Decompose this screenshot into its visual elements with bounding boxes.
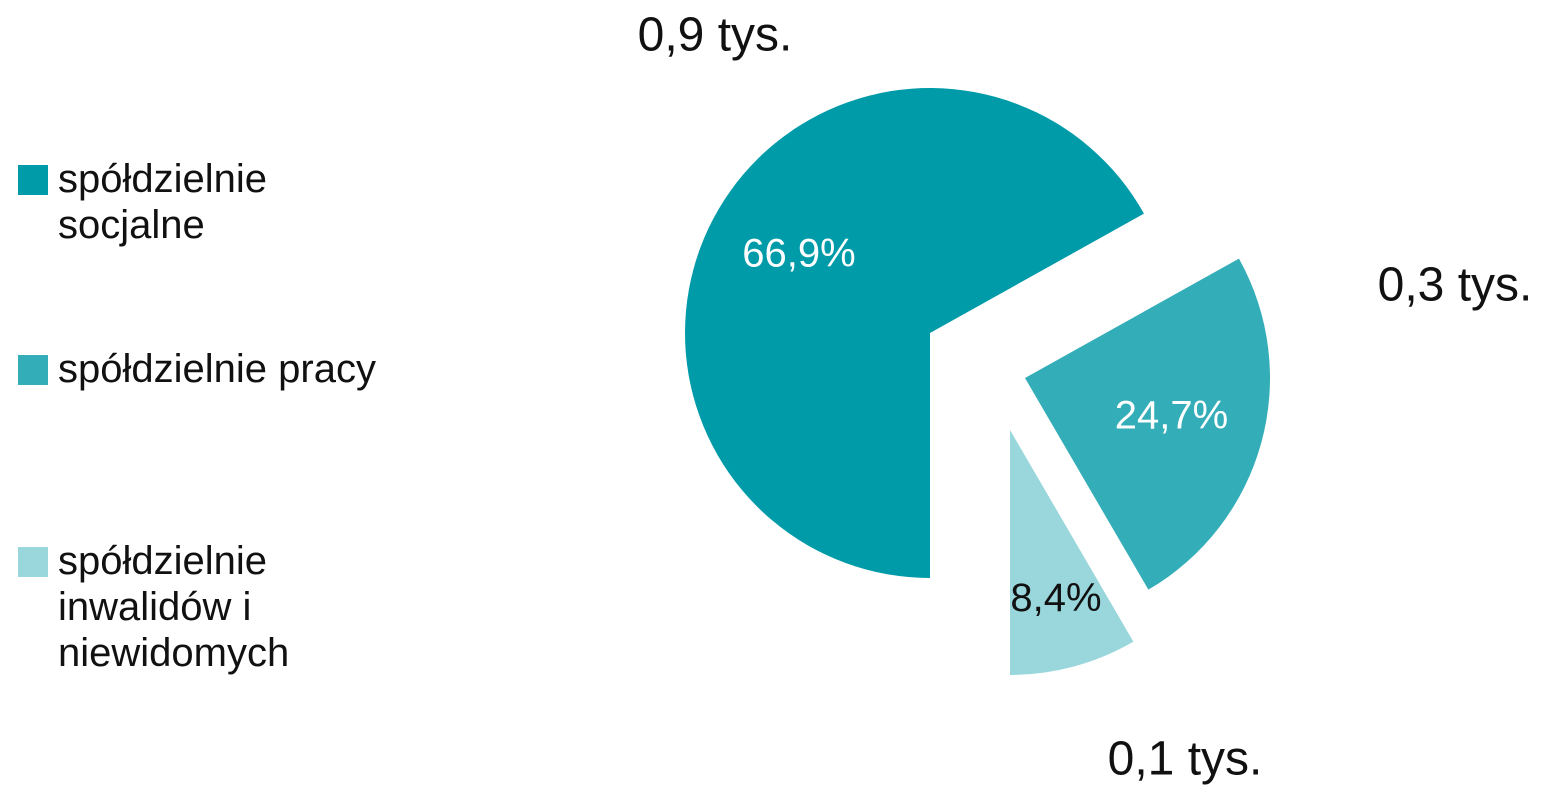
pie-slice <box>685 87 1144 578</box>
legend-item: spółdzielnie inwalidów i niewidomych <box>18 538 388 676</box>
slice-label: 24,7% <box>1115 394 1228 438</box>
slice-label: 66,9% <box>742 232 855 276</box>
legend-swatch <box>18 547 48 577</box>
pie-slice <box>1025 258 1270 590</box>
legend-item: spółdzielnie pracy <box>18 346 388 392</box>
legend-label: spółdzielnie socjalne <box>58 157 268 247</box>
legend-item: spółdzielnie socjalne <box>18 156 388 248</box>
pie-slice <box>1010 430 1134 675</box>
slice-label: 8,4% <box>1010 576 1101 620</box>
legend-swatch <box>18 355 48 385</box>
legend-label: spółdzielnie inwalidów i niewidomych <box>58 539 290 675</box>
legend-swatch <box>18 165 48 195</box>
annotation: 0,1 tys. <box>1108 733 1263 786</box>
annotation: 0,9 tys. <box>638 9 793 62</box>
legend-label: spółdzielnie pracy <box>58 347 376 391</box>
annotation: 0,3 tys. <box>1378 259 1533 312</box>
